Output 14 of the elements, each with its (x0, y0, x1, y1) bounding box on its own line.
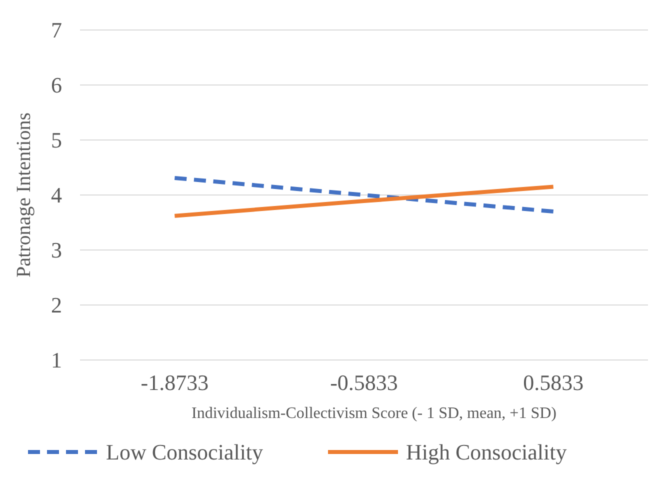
y-tick-label: 5 (51, 128, 62, 153)
y-tick-label: 6 (51, 72, 62, 98)
y-tick-label: 7 (51, 18, 62, 43)
y-tick-label: 2 (51, 292, 62, 318)
x-tick-label: -0.5833 (330, 370, 398, 395)
legend-label: Low Consociality (106, 440, 264, 465)
y-tick-label: 1 (51, 348, 62, 373)
y-tick-label: 3 (51, 238, 62, 263)
x-tick-label: 0.5833 (523, 370, 584, 395)
x-tick-label: -1.8733 (140, 370, 209, 395)
y-tick-label: 4 (51, 182, 62, 208)
y-axis-title: Patronage Intentions (13, 112, 35, 278)
legend-label: High Consociality (406, 440, 567, 465)
x-axis-title: Individualism-Collectivism Score (- 1 SD, mean, +1 SD) (192, 405, 556, 422)
